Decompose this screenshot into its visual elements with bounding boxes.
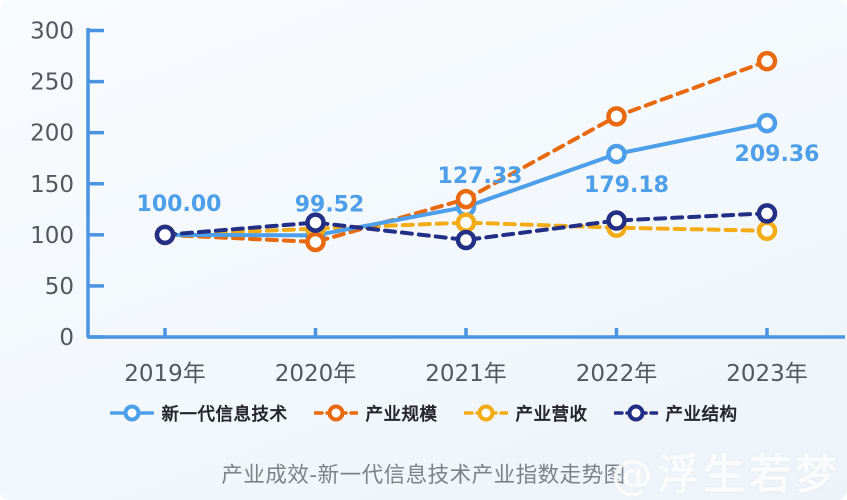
y-tick-label: 150 <box>30 172 74 198</box>
point-value-label: 99.52 <box>295 192 365 217</box>
series-marker-3-2 <box>455 229 477 251</box>
chart-legend: 新一代信息技术 产业规模 产业营收 产业结构 <box>0 397 847 429</box>
x-tick-label: 2019年 <box>124 361 206 387</box>
series-marker-3-1 <box>305 212 326 233</box>
y-tick-label: 100 <box>30 223 74 249</box>
series-marker-2-4 <box>756 220 778 241</box>
legend-label: 新一代信息技术 <box>161 404 288 425</box>
series-marker-1-3 <box>606 106 627 127</box>
legend-marker-icon <box>463 404 508 422</box>
y-tick-label: 0 <box>59 325 74 351</box>
series-marker-0-3 <box>606 143 627 165</box>
series-marker-0-4 <box>756 112 778 134</box>
point-value-label: 127.33 <box>438 164 523 189</box>
series-marker-1-4 <box>756 50 778 72</box>
x-tick-label: 2020年 <box>275 361 357 387</box>
point-value-label: 179.18 <box>584 173 669 198</box>
x-tick-label: 2021年 <box>425 361 507 387</box>
point-value-label: 100.00 <box>137 192 222 217</box>
x-tick-label: 2023年 <box>726 361 808 387</box>
legend-item-3[interactable]: 产业结构 <box>613 401 738 426</box>
series-line-2 <box>163 220 769 237</box>
series-marker-3-0 <box>154 224 176 246</box>
point-value-label: 209.36 <box>735 142 820 167</box>
y-tick-label: 300 <box>30 19 74 45</box>
series-marker-2-2 <box>455 212 477 233</box>
legend-label: 产业结构 <box>665 404 738 425</box>
y-tick-label: 200 <box>30 121 74 147</box>
legend-item-1[interactable]: 产业规模 <box>313 401 438 426</box>
legend-item-0[interactable]: 新一代信息技术 <box>109 401 288 426</box>
series-marker-3-3 <box>606 210 627 231</box>
legend-marker-icon <box>613 404 658 422</box>
y-tick-label: 50 <box>45 274 74 300</box>
legend-label: 产业营收 <box>515 404 588 425</box>
series-marker-3-4 <box>756 203 778 224</box>
legend-item-2[interactable]: 产业营收 <box>463 401 588 426</box>
series-marker-1-1 <box>305 231 326 253</box>
chart-caption-title: 产业成效-新一代信息技术产业指数走势图 <box>221 463 626 488</box>
series-marker-1-2 <box>455 188 477 210</box>
x-tick-label: 2022年 <box>576 361 658 387</box>
legend-label: 产业规模 <box>365 404 438 425</box>
y-tick-label: 250 <box>30 70 74 96</box>
legend-marker-icon <box>313 404 358 422</box>
series-line-3 <box>163 211 769 242</box>
legend-marker-icon <box>109 404 154 422</box>
